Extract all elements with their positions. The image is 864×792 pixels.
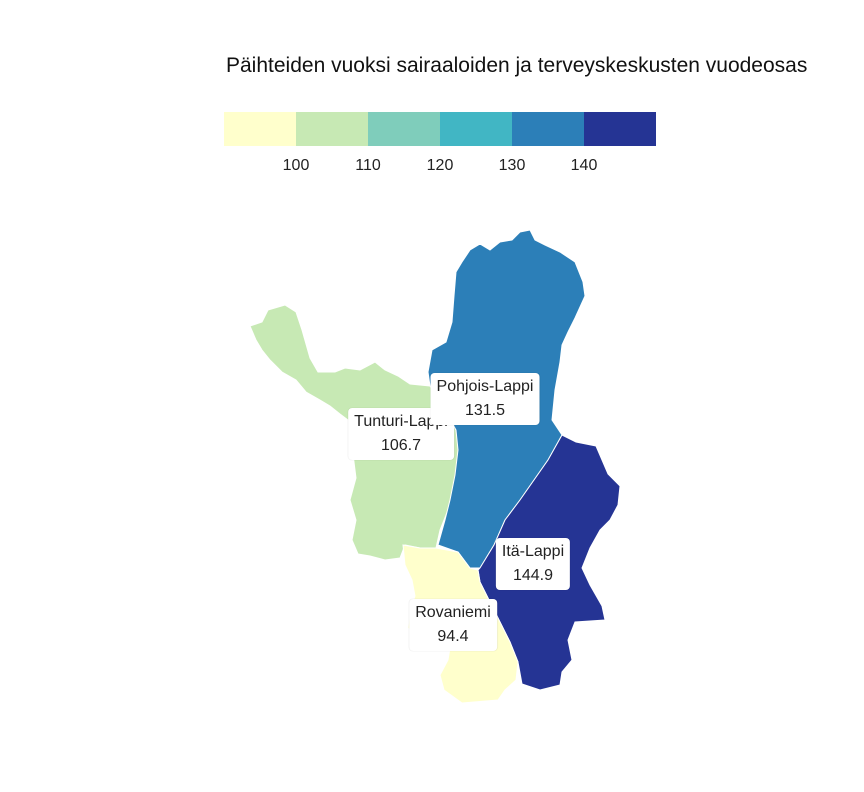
legend-tick-label: 120 (427, 157, 454, 174)
legend-swatch (584, 112, 656, 146)
region-label-rovaniemi: Rovaniemi 94.4 (409, 599, 497, 651)
map-title: Päihteiden vuoksi sairaaloiden ja tervey… (226, 54, 808, 77)
legend-swatch (296, 112, 368, 146)
region-name: Tunturi-Lappi (354, 413, 448, 430)
region-value: 94.4 (437, 628, 469, 645)
region-label-ita-lappi: Itä-Lappi 144.9 (495, 538, 571, 590)
legend-swatch (512, 112, 584, 146)
region-value: 131.5 (464, 402, 506, 419)
legend-tick-label: 110 (355, 157, 381, 174)
legend-swatch (224, 112, 296, 146)
legend-tick-label: 100 (283, 157, 310, 174)
region-name: Pohjois-Lappi (436, 378, 534, 395)
region-label-tunturi-lappi: Tunturi-Lappi 106.7 (348, 408, 454, 460)
legend-tick-label: 140 (571, 157, 598, 174)
region-name: Rovaniemi (415, 604, 491, 621)
region-value: 106.7 (380, 437, 422, 454)
region-name: Itä-Lappi (501, 543, 565, 560)
legend-tick-label: 130 (499, 157, 526, 174)
region-label-pohjois-lappi: Pohjois-Lappi 131.5 (430, 373, 540, 425)
region-value: 144.9 (512, 567, 554, 584)
color-legend: 100 110 120 130 140 (224, 112, 656, 174)
legend-swatch (440, 112, 512, 146)
legend-swatch (368, 112, 440, 146)
